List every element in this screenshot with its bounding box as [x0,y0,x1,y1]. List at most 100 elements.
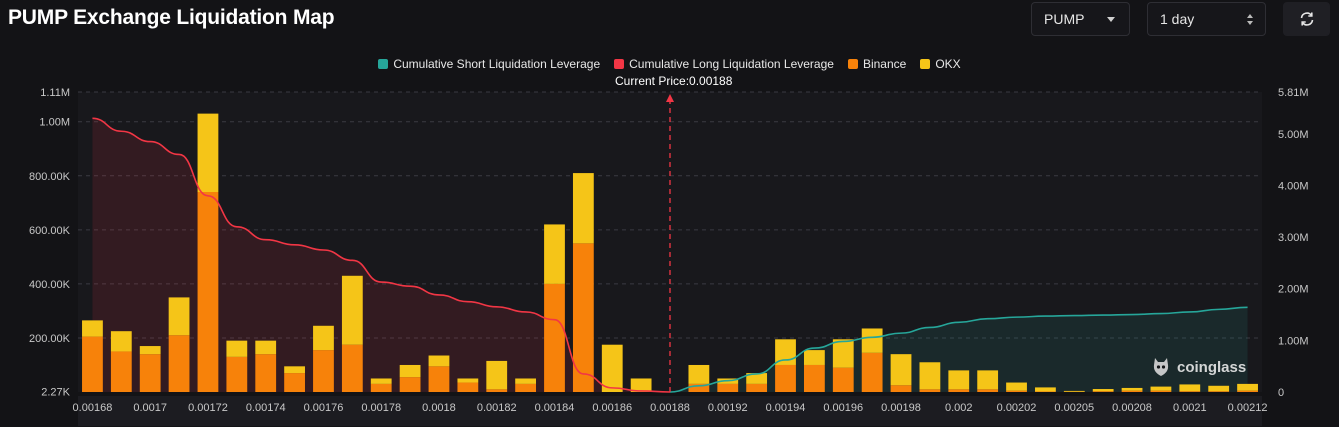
legend-item-long[interactable]: Cumulative Long Liquidation Leverage [614,57,834,71]
coinglass-logo-icon [1153,358,1169,376]
bar-binance[interactable] [1150,390,1172,392]
bar-binance[interactable] [457,382,479,392]
bar-binance[interactable] [775,364,796,392]
refresh-button[interactable] [1283,2,1330,36]
bar-binance[interactable] [1208,391,1230,392]
bar-okx[interactable] [1150,386,1172,391]
bar-binance[interactable] [890,385,912,392]
bar-okx[interactable] [630,378,652,392]
bar-binance[interactable] [746,383,768,392]
bar-binance[interactable] [544,283,565,392]
range-select[interactable]: 1 day [1147,2,1266,36]
bar-binance[interactable] [110,351,132,392]
bar-binance[interactable] [139,354,161,392]
bar-okx[interactable] [139,346,161,355]
bar-binance[interactable] [688,383,710,392]
y-left-tick-label: 2.27K [41,386,70,398]
bar-binance[interactable] [948,389,970,392]
bar-okx[interactable] [284,366,305,374]
bar-okx[interactable] [110,331,132,352]
bar-okx[interactable] [370,378,392,384]
x-tick-label: 0.00168 [73,402,113,414]
bar-okx[interactable] [948,370,970,390]
bar-okx[interactable] [746,373,768,384]
bar-okx[interactable] [255,340,277,355]
bar-binance[interactable] [1006,390,1027,392]
bar-okx[interactable] [1006,382,1027,391]
bar-okx[interactable] [803,350,825,365]
bar-binance[interactable] [255,354,277,392]
bar-okx[interactable] [572,173,594,244]
bar-okx[interactable] [1092,389,1114,392]
bar-okx[interactable] [688,364,710,384]
bar-binance[interactable] [370,383,392,392]
bar-binance[interactable] [168,335,190,392]
bar-binance[interactable] [803,364,825,392]
bar-binance[interactable] [572,243,594,392]
y-left-tick-label: 1.11M [40,87,70,99]
symbol-select[interactable]: PUMP [1031,2,1130,36]
bar-okx[interactable] [515,378,537,384]
chevron-down-icon [1107,16,1115,22]
bar-okx[interactable] [486,360,508,390]
bar-okx[interactable] [601,344,623,392]
bar-binance[interactable] [486,389,508,392]
bar-binance[interactable] [197,192,219,392]
bar-okx[interactable] [1035,387,1056,392]
bar-binance[interactable] [1121,390,1143,392]
page-title: PUMP Exchange Liquidation Map [8,6,335,29]
bar-okx[interactable] [890,354,912,386]
bar-okx[interactable] [313,325,334,351]
bar-binance[interactable] [284,373,305,392]
legend-item-okx[interactable]: OKX [920,57,961,71]
short-line [669,306,1248,393]
legend-item-binance[interactable]: Binance [847,57,906,71]
legend-item-short[interactable]: Cumulative Short Liquidation Leverage [378,57,600,71]
x-tick-label: 0.00212 [1228,402,1268,414]
bar-okx[interactable] [1179,384,1201,392]
bar-okx[interactable] [977,370,999,390]
bar-binance[interactable] [1092,391,1114,392]
bar-binance[interactable] [82,336,103,392]
bar-okx[interactable] [82,320,103,337]
bar-binance[interactable] [341,344,363,392]
legend-swatch-okx [920,59,931,69]
bar-okx[interactable] [399,364,421,378]
bar-binance[interactable] [1237,390,1258,392]
legend-swatch-short [378,59,389,69]
bar-binance[interactable] [515,383,537,392]
bar-okx[interactable] [832,339,854,368]
bar-binance[interactable] [919,389,941,392]
bar-okx[interactable] [457,378,479,383]
bar-okx[interactable] [168,297,190,336]
bar-binance[interactable] [832,367,854,392]
bar-okx[interactable] [544,224,565,284]
bar-okx[interactable] [341,275,363,345]
x-tick-label: 0.00196 [823,402,863,414]
bar-binance[interactable] [226,356,248,392]
bar-okx[interactable] [1121,387,1143,391]
bar-okx[interactable] [919,362,941,390]
bar-binance[interactable] [399,377,421,392]
bar-okx[interactable] [1237,383,1258,391]
bar-binance[interactable] [861,352,883,392]
y-right-tick-label: 0 [1278,387,1284,399]
y-right-tick-label: 5.00M [1278,129,1309,141]
bar-okx[interactable] [197,113,219,192]
bar-okx[interactable] [861,328,883,353]
x-tick-label: 0.0021 [1173,402,1207,414]
chart-legend: Cumulative Short Liquidation Leverage Cu… [0,57,1339,71]
bar-okx[interactable] [226,340,248,357]
bar-binance[interactable] [1179,391,1201,392]
bar-okx[interactable] [1208,385,1230,392]
bar-binance[interactable] [428,366,450,392]
bar-binance[interactable] [1035,391,1056,392]
range-select-value: 1 day [1160,11,1195,27]
bar-binance[interactable] [313,350,334,392]
refresh-icon [1300,12,1313,26]
bar-okx[interactable] [428,355,450,367]
bar-binance[interactable] [977,389,999,392]
bar-okx[interactable] [1063,390,1085,392]
bar-binance[interactable] [717,383,739,392]
